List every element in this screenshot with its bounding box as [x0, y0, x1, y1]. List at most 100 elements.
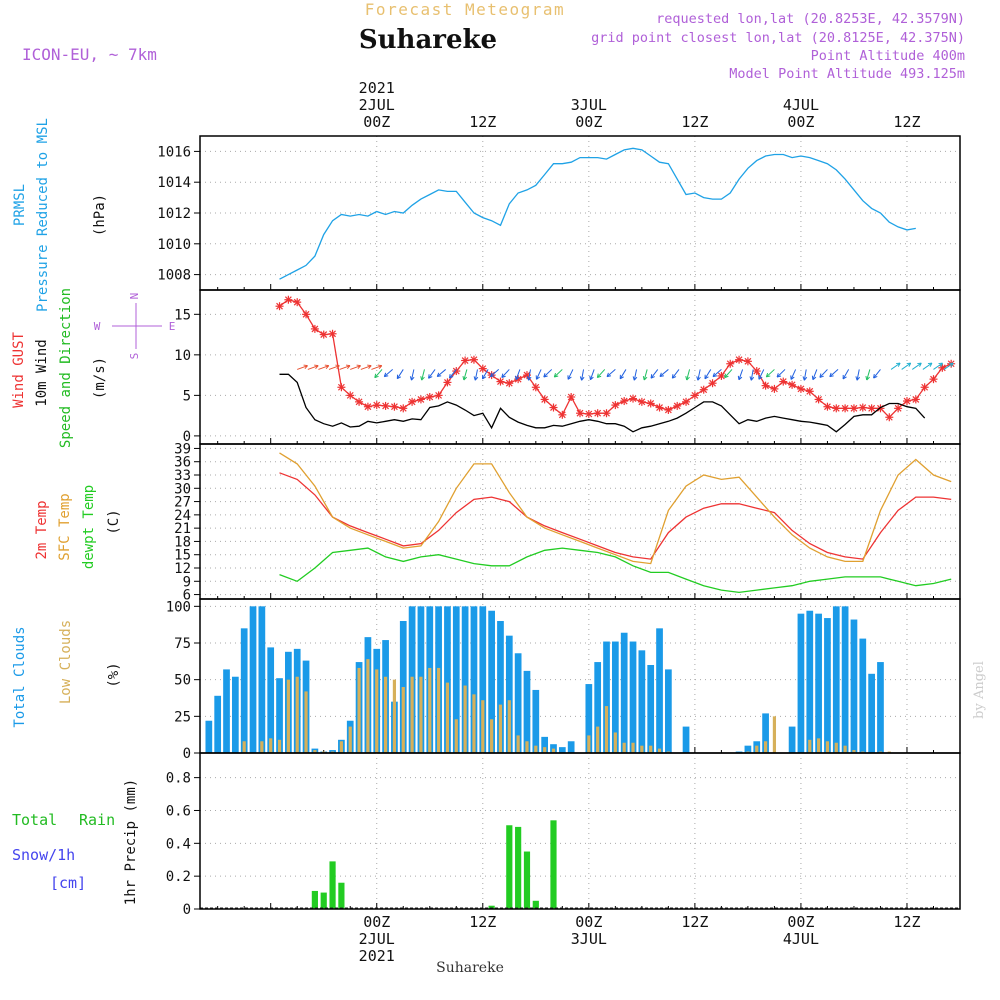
arrow-head-a [428, 374, 430, 379]
ytick-label-clouds: 25 [174, 709, 191, 725]
total-cloud-bar [638, 650, 646, 753]
panel-wind: 0 5 10 15 [174, 289, 961, 445]
gust-marker-d2 [850, 404, 858, 412]
arrow-head-a [737, 375, 740, 380]
arrow-shaft [686, 369, 691, 381]
gust-marker-d2 [629, 395, 637, 403]
gust-point [496, 377, 505, 386]
low-cloud-bar [366, 659, 370, 753]
low-cloud-bar [551, 748, 556, 753]
arrow-head-b [490, 375, 495, 378]
arrow-head-b [428, 376, 433, 379]
low-cloud-bar [772, 716, 777, 753]
rain-bar [532, 900, 539, 909]
ytick-label-precip: 0.8 [166, 771, 191, 787]
time-label: 00Z [787, 913, 814, 931]
wind-direction-arrow [473, 369, 479, 381]
arrow-shaft [724, 369, 733, 378]
arrow-head-b [597, 375, 602, 379]
arrow-shaft [339, 365, 351, 370]
gust-point [416, 395, 425, 404]
wind-direction-arrow [371, 364, 383, 370]
top-time-label: 00Z [575, 113, 602, 131]
gust-marker-d2 [824, 403, 831, 411]
arrow-shaft [490, 369, 500, 378]
gust-marker-d2 [930, 375, 937, 383]
arrow-shaft [890, 362, 901, 370]
top-time-label: 00Z [363, 113, 390, 131]
ytick-label-temperature: 39 [174, 441, 191, 457]
ytick-label-pressure: 1014 [157, 175, 191, 191]
arrow-head-b [314, 364, 319, 367]
arrow-head-b [659, 375, 664, 377]
low-cloud-bar [596, 726, 600, 753]
gust-point [293, 298, 302, 307]
gust-marker-d2 [859, 404, 867, 411]
gust-point [549, 403, 558, 412]
low-cloud-bar [375, 669, 379, 753]
plot-temperature [279, 452, 952, 594]
arrow-head-b [421, 376, 425, 381]
low-cloud-bar [604, 706, 609, 753]
temp-units: (C) [106, 509, 122, 534]
arrow-head-a [304, 365, 308, 370]
low-cloud-bar [242, 741, 246, 753]
gust-marker-d2 [921, 383, 929, 391]
header-point-altitude: Point Altitude 400m [811, 48, 965, 64]
total-cloud-bar [824, 618, 831, 753]
low-cloud-bar [463, 685, 467, 753]
gust-point [434, 391, 443, 400]
ytick-label-pressure: 1010 [157, 237, 191, 253]
arrow-shaft [307, 365, 319, 370]
panel-pressure: 1008 1010 1012 1014 1016 [157, 135, 961, 291]
ytick-label-temperature: 24 [174, 508, 191, 524]
precip-cm-label: [cm] [50, 874, 86, 892]
gust-marker-d2 [806, 387, 814, 395]
rain-bar [506, 825, 513, 909]
arrow-head-b [633, 376, 638, 381]
arrow-head-b [697, 376, 701, 381]
arrow-head-a [346, 365, 351, 370]
wind-direction-arrow [420, 369, 425, 381]
wind-direction-arrow [802, 369, 808, 381]
ytick-label-temperature: 9 [183, 574, 191, 590]
ytick-label-temperature: 30 [174, 481, 191, 497]
gust-marker-d2 [894, 404, 902, 412]
low-cloud-bar [543, 747, 547, 753]
gust-point [355, 397, 364, 406]
total-cloud-bar [452, 606, 460, 753]
gust-marker-d2 [638, 398, 646, 406]
wind-direction-arrow [553, 369, 563, 378]
low-cloud-bar [657, 748, 662, 753]
arrow-shaft [842, 369, 850, 380]
arrow-head-b [856, 376, 861, 381]
wind-direction-arrow [396, 369, 404, 380]
wind-direction-arrow [790, 369, 797, 380]
top-time-label: 12Z [469, 113, 496, 131]
gust-marker-d2 [868, 404, 876, 412]
arrow-head-a [749, 376, 752, 381]
low-cloud-bar [313, 750, 317, 753]
ytick-label-precip: 0.4 [166, 836, 191, 852]
precip-total-label: Total [12, 811, 57, 829]
gust-point [593, 409, 602, 418]
plot-precip [200, 820, 960, 909]
arrow-shaft [536, 369, 542, 380]
arrow-head-a [409, 376, 412, 381]
arrow-head-b [672, 376, 677, 379]
gust-point [770, 384, 779, 393]
arrow-head-a [650, 374, 653, 379]
low-cloud-bar [649, 745, 653, 753]
gust-point [841, 404, 850, 413]
gust-marker-d2 [417, 395, 425, 403]
total-cloud-bar [594, 662, 602, 753]
gust-marker-d2 [594, 409, 602, 417]
total-cloud-bar [461, 606, 469, 753]
low-cloud-bar [808, 739, 812, 753]
arrow-head-a [378, 365, 383, 370]
total-cloud-bar [832, 606, 840, 753]
low-cloud-bar [613, 732, 617, 753]
total-cloud-bar [523, 670, 531, 753]
